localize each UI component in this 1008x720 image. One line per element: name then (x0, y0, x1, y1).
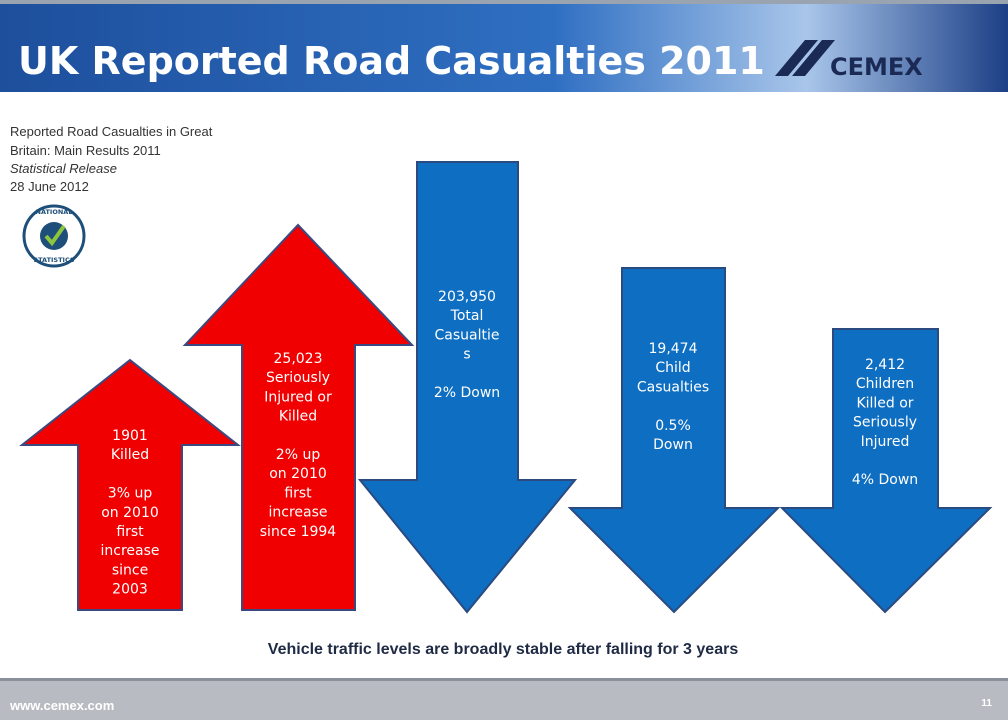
footer-line (0, 678, 1008, 681)
arrow-label: Killed (279, 409, 317, 425)
logo: CEMEX (775, 40, 923, 81)
arrow-label: first (284, 485, 312, 501)
arrow-label: Total (450, 308, 484, 324)
arrow-label: 2003 (112, 582, 148, 598)
arrow-label: first (116, 524, 144, 540)
arrow-label: 2% Down (434, 385, 500, 401)
arrow-label: Killed (111, 447, 149, 463)
arrow-label: Killed or (856, 395, 913, 411)
arrow-label: 3% up (108, 486, 153, 502)
arrow-label: since (112, 562, 148, 578)
arrow-label: Casualtie (435, 327, 500, 343)
arrow-label: Casualties (637, 379, 709, 395)
logo-mark (775, 40, 835, 76)
arrow-up (182, 223, 415, 611)
badge: NATIONAL STATISTICS (22, 204, 86, 268)
arrow-label: 2% up (276, 447, 321, 463)
arrow-label: 4% Down (852, 472, 918, 488)
arrow-label: on 2010 (101, 505, 159, 521)
source-line: Reported Road Casualties in Great (10, 124, 213, 139)
badge-tick (44, 224, 66, 247)
arrow-label: since 1994 (260, 524, 337, 540)
arrow-label: 25,023 (274, 351, 323, 367)
badge-top: NATIONAL (36, 208, 73, 216)
arrow-label: 0.5% (655, 418, 691, 434)
header-band (0, 0, 1008, 92)
arrow-label: 203,950 (438, 289, 496, 305)
arrow-up (19, 358, 241, 611)
arrow-label: Seriously (266, 370, 330, 386)
arrow-label: Child (655, 360, 690, 376)
caption: Vehicle traffic levels are broadly stabl… (268, 641, 739, 658)
footer-url: www.cemex.com (9, 698, 114, 713)
arrow-label: s (463, 347, 470, 363)
arrow-label: increase (268, 505, 327, 521)
arrow-label: on 2010 (269, 466, 327, 482)
source-line: 28 June 2012 (10, 179, 89, 194)
arrow-texts: 1901 Killed 3% up on 2010 first increase since… (100, 289, 918, 598)
arrow-label: Injured or (264, 389, 332, 405)
footer-band (0, 678, 1008, 720)
arrow-label: Down (653, 437, 693, 453)
arrow-down (779, 328, 993, 614)
source-line: Statistical Release (10, 161, 117, 176)
source-line: Britain: Main Results 2011 (10, 143, 161, 158)
header-top-line (0, 0, 1008, 4)
arrow-label: 19,474 (649, 341, 698, 357)
arrow-down (357, 161, 578, 614)
badge-bottom: STATISTICS (33, 256, 74, 264)
logo-text: CEMEX (830, 53, 923, 81)
title: UK Reported Road Casualties 2011 (18, 39, 765, 83)
arrow-label: Injured (861, 434, 910, 450)
arrow-label: 1901 (112, 428, 148, 444)
arrow-label: 2,412 (865, 357, 905, 373)
page-number: 11 (981, 698, 992, 709)
arrow-down (567, 267, 781, 614)
arrow-label: Seriously (853, 415, 917, 431)
arrow-label: increase (100, 543, 159, 559)
arrow-label: Children (856, 376, 914, 392)
